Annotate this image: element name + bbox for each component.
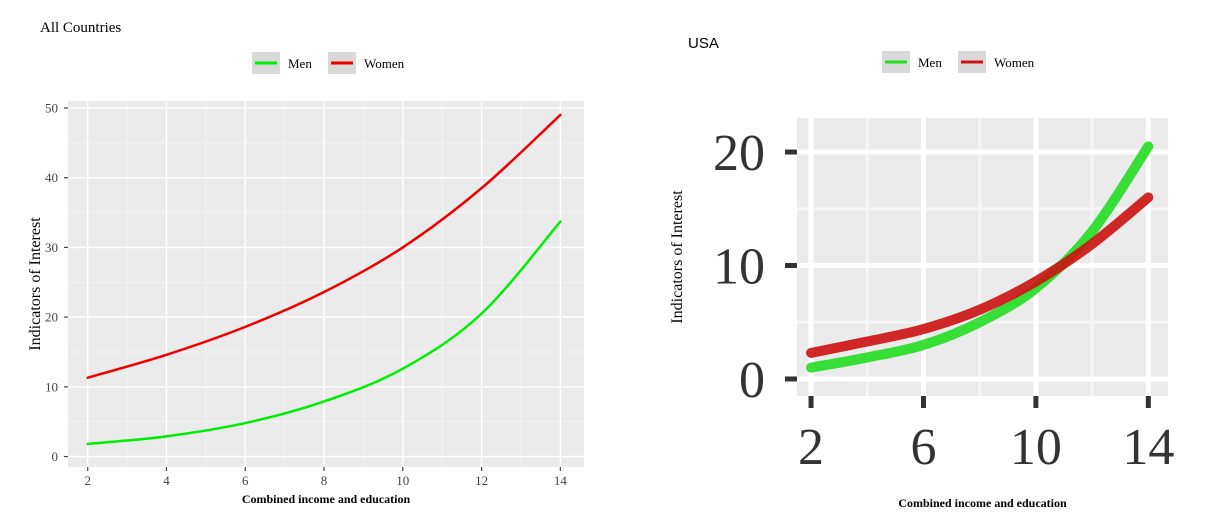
y-tick-label: 10 (45, 379, 58, 394)
legend-label-men: Men (918, 55, 942, 70)
x-tick-label: 4 (163, 473, 170, 488)
legend-label-men: Men (288, 56, 312, 71)
legend-label-women: Women (364, 56, 405, 71)
series-line-women (86, 113, 562, 380)
y-axis-label: Indicators of Interest (27, 217, 44, 351)
series-line-women (806, 192, 1154, 358)
x-tick-label: 12 (475, 473, 488, 488)
x-tick-label: 10 (396, 473, 409, 488)
x-tick-label: 14 (1122, 419, 1174, 476)
x-axis-label: Combined income and education (898, 496, 1067, 510)
x-tick-label: 14 (554, 473, 568, 488)
chart-title-all-countries: All Countries (40, 20, 122, 36)
y-tick-label: 40 (45, 170, 58, 185)
plot-panel-0 (68, 101, 584, 467)
x-tick-label: 2 (84, 473, 91, 488)
y-tick-label: 30 (45, 240, 58, 255)
y-tick-label: 0 (52, 449, 59, 464)
y-axis-label: Indicators of Interest (669, 190, 686, 324)
y-tick-label: 20 (713, 125, 765, 182)
x-tick-label: 6 (242, 473, 249, 488)
y-tick-label: 20 (45, 310, 58, 325)
plot-panel-1 (797, 118, 1168, 396)
legend-label-women: Women (994, 55, 1035, 70)
x-tick-label: 6 (910, 419, 936, 476)
y-tick-label: 50 (45, 101, 58, 116)
series-line-men (86, 220, 562, 446)
series-line-men (806, 141, 1154, 373)
x-tick-label: 2 (798, 419, 824, 476)
x-tick-label: 8 (321, 473, 328, 488)
y-tick-label: 0 (739, 352, 765, 409)
chart-title-usa: USA (688, 35, 719, 52)
y-tick-label: 10 (713, 239, 765, 296)
x-axis-label: Combined income and education (242, 492, 411, 506)
x-tick-label: 10 (1010, 419, 1062, 476)
